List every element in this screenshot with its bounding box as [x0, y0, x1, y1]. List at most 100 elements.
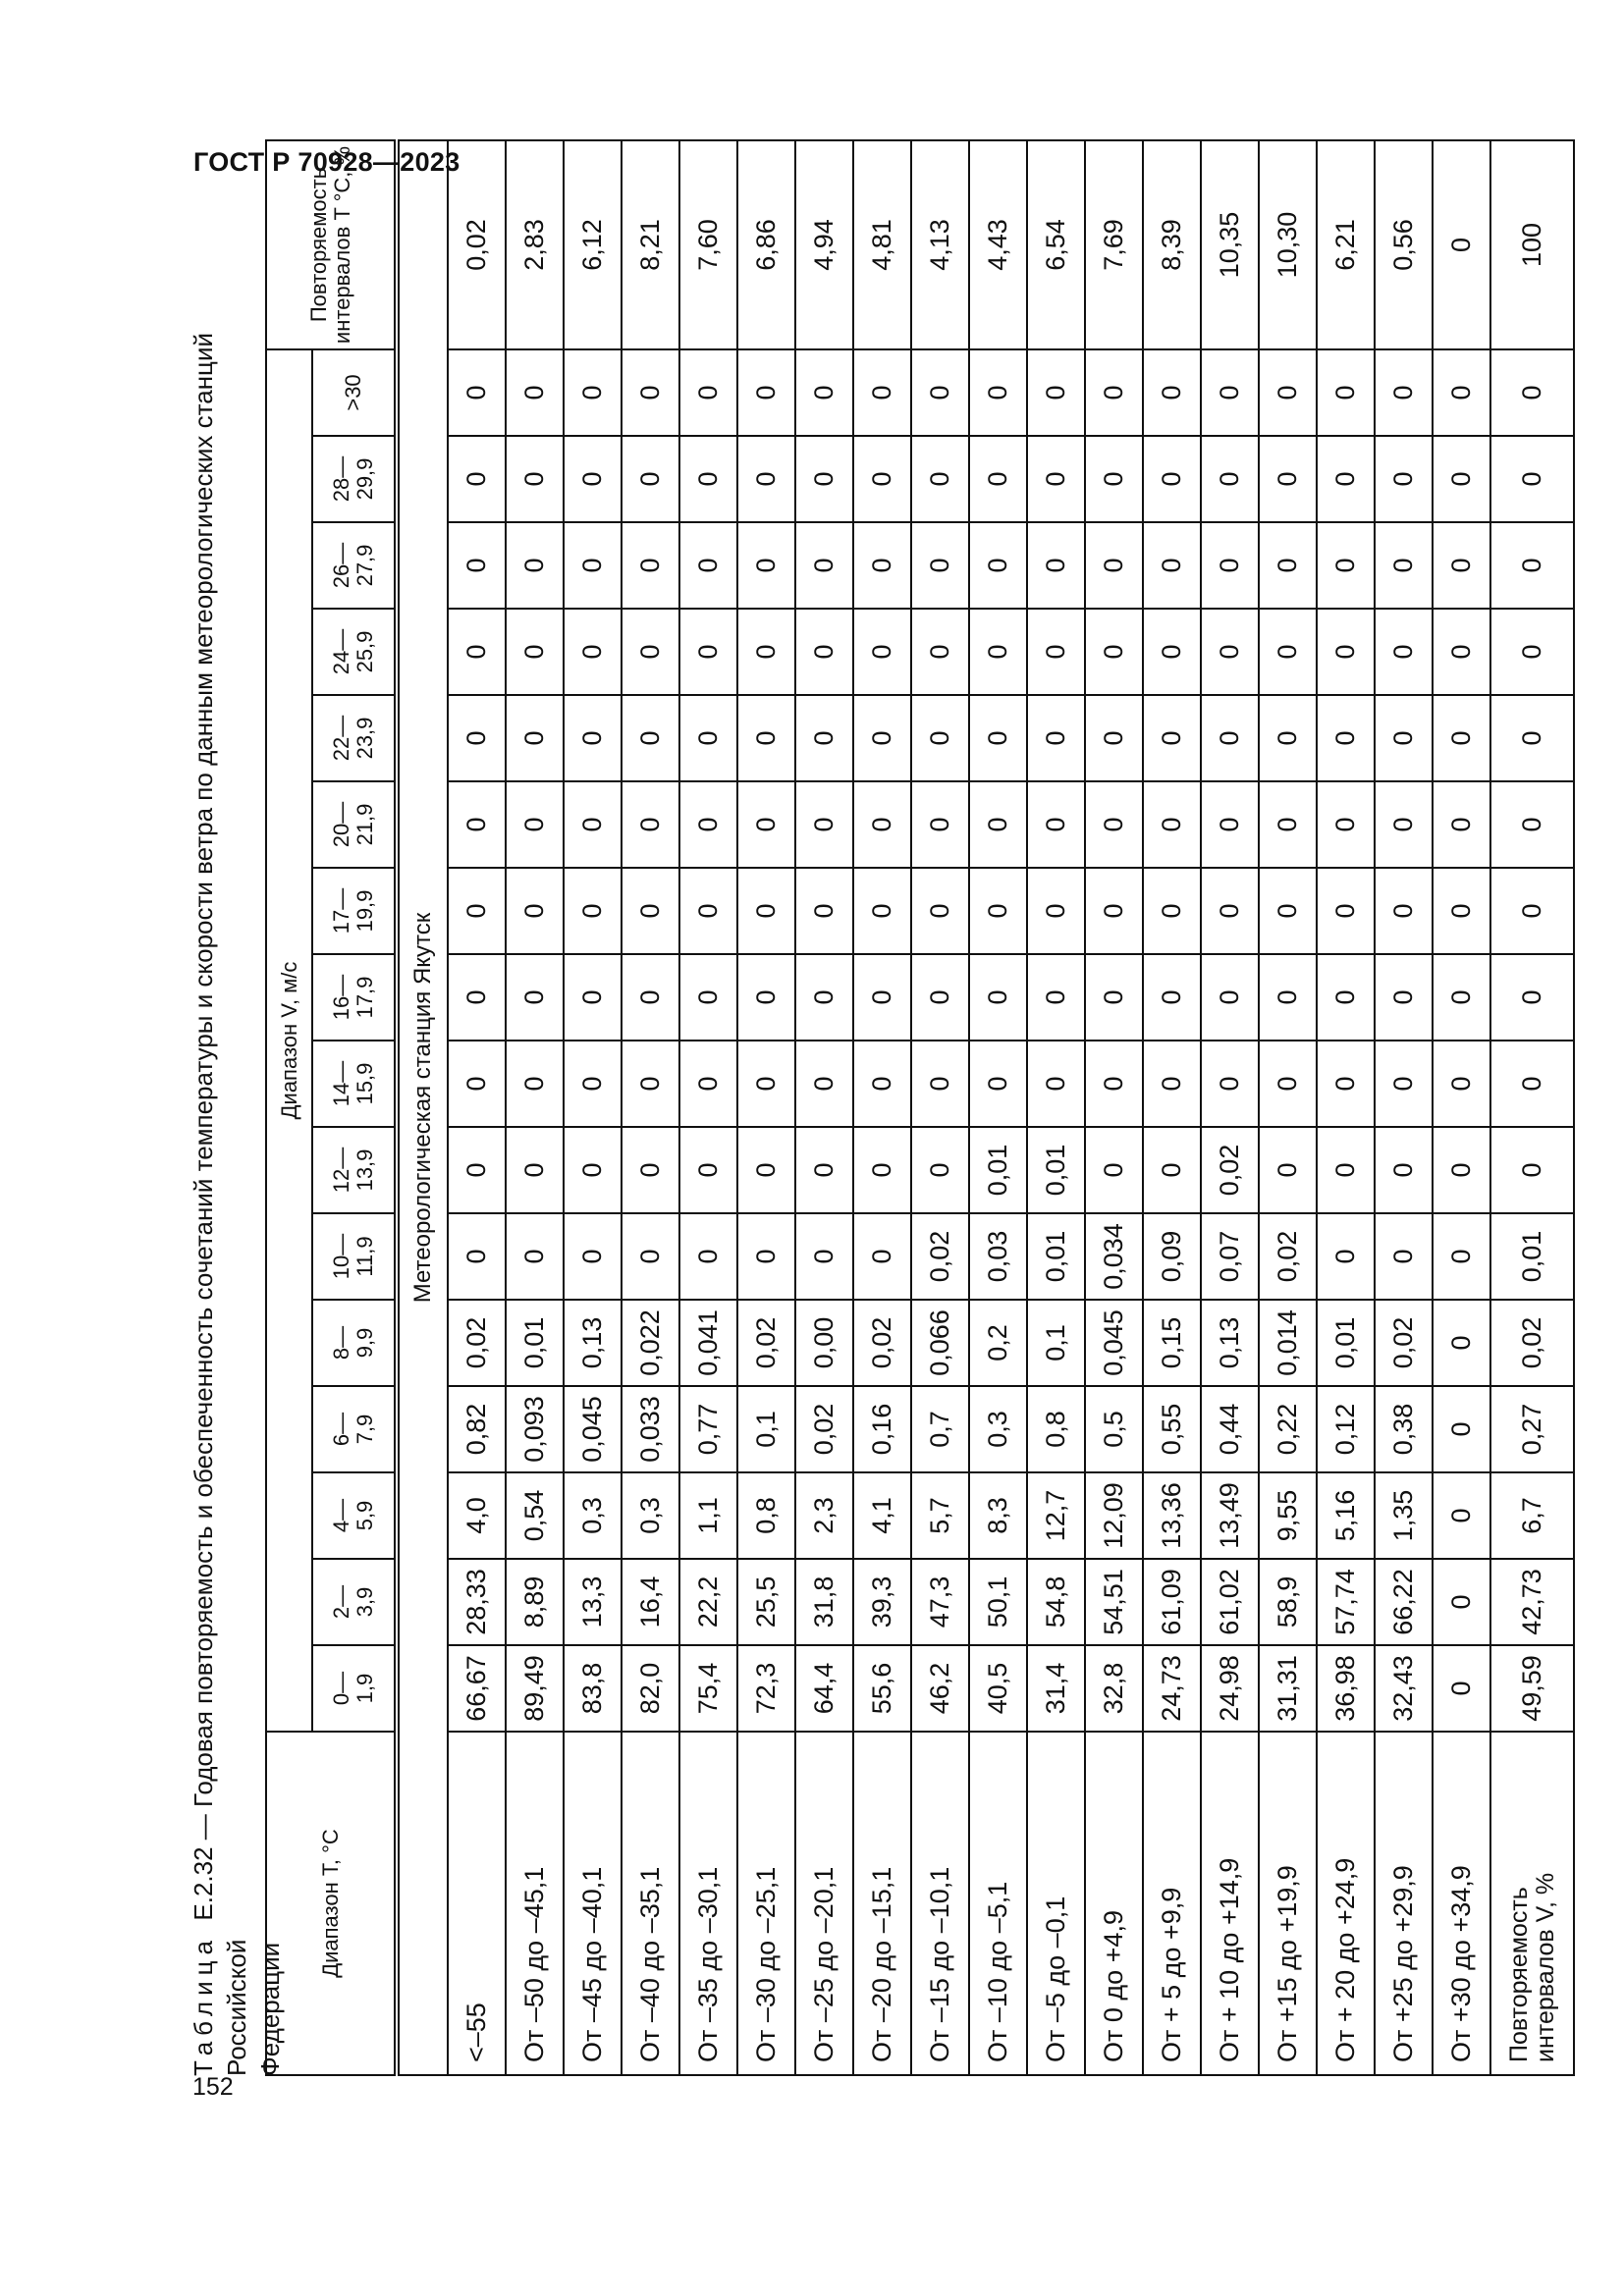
cell-value: 0: [448, 781, 506, 868]
cell-value: 0: [1317, 1041, 1375, 1127]
table-row: От +15 до +19,9 31,31 58,9 9,55 0,22 0,014 0,0…: [1259, 139, 1317, 2075]
cell-value: 0: [448, 609, 506, 695]
cell-value: 0,02: [448, 1300, 506, 1386]
cell-value: 0: [564, 781, 622, 868]
cell-value: 13,3: [564, 1559, 622, 1645]
cell-value: 0: [622, 1041, 679, 1127]
cell-value: 0,045: [1085, 1300, 1143, 1386]
cell-value: 0: [1201, 781, 1259, 868]
cell-value: 0: [448, 348, 506, 436]
cell-value: 0,02: [795, 1386, 853, 1472]
cell-value: 0: [1085, 522, 1143, 609]
table-row: От –25 до –20,1 64,4 31,8 2,3 0,02 0,00 0 0 0 0 0 0…: [795, 139, 853, 2075]
cell-value: 0,77: [679, 1386, 737, 1472]
cell-value: 0: [1433, 1472, 1490, 1559]
header-speed-range: 20— 21,9: [312, 781, 397, 868]
cell-value: 0: [1085, 348, 1143, 436]
cell-rep-t: 10,35: [1201, 139, 1259, 349]
cell-value: 25,5: [737, 1559, 795, 1645]
cell-value: 0: [506, 609, 564, 695]
cell-value: 8,89: [506, 1559, 564, 1645]
cell-value: 36,98: [1317, 1645, 1375, 1732]
cell-value: 0: [1490, 1127, 1574, 1213]
cell-value: 0: [737, 522, 795, 609]
cell-value: 0: [1375, 781, 1433, 868]
cell-value: 0,01: [1027, 1213, 1085, 1300]
table-row: <–55 66,67 28,33 4,0 0,82 0,02 0 0 0 0 0 0 0 0 0 0 0 0,02: [448, 139, 506, 2075]
cell-value: 0: [1143, 954, 1201, 1041]
cell-value: 0: [795, 522, 853, 609]
cell-rep-t: 6,12: [564, 139, 622, 349]
header-v-range: Диапазон V, м/с: [266, 348, 312, 1732]
cell-value: 5,7: [911, 1472, 969, 1559]
cell-value: 0: [1143, 609, 1201, 695]
cell-value: 61,09: [1143, 1559, 1201, 1645]
cell-value: 40,5: [969, 1645, 1027, 1732]
cell-value: 0: [564, 609, 622, 695]
cell-value: 0: [1259, 522, 1317, 609]
row-label: От + 5 до +9,9: [1143, 1732, 1201, 2075]
header-speed-range: 14— 15,9: [312, 1041, 397, 1127]
cell-value: 0: [1085, 954, 1143, 1041]
header-speed-range: 4— 5,9: [312, 1472, 397, 1559]
cell-value: 0: [1201, 609, 1259, 695]
station-name: Метеорологическая станция Якутск: [397, 139, 448, 2075]
row-label: От –10 до –5,1: [969, 1732, 1027, 2075]
cell-value: 0: [737, 1041, 795, 1127]
cell-value: 0: [1433, 954, 1490, 1041]
cell-value: 0: [564, 695, 622, 781]
cell-value: 0: [564, 348, 622, 436]
cell-value: 0: [448, 436, 506, 522]
cell-value: 0: [1201, 954, 1259, 1041]
cell-value: 0: [911, 609, 969, 695]
cell-value: 22,2: [679, 1559, 737, 1645]
cell-value: 0: [1143, 522, 1201, 609]
cell-rep-t: 0: [1433, 139, 1490, 349]
cell-value: 0: [506, 954, 564, 1041]
cell-value: 0: [969, 781, 1027, 868]
cell-rep-t: 4,94: [795, 139, 853, 349]
cell-value: 0: [1433, 1559, 1490, 1645]
cell-value: 0: [1085, 781, 1143, 868]
cell-value: 9,55: [1259, 1472, 1317, 1559]
cell-value: 0: [795, 348, 853, 436]
cell-value: 0: [1143, 348, 1201, 436]
cell-value: 0,01: [1317, 1300, 1375, 1386]
cell-value: 32,43: [1375, 1645, 1433, 1732]
cell-value: 0: [506, 1041, 564, 1127]
cell-value: 0: [1259, 868, 1317, 954]
cell-value: 0: [564, 1127, 622, 1213]
cell-value: 0: [911, 1041, 969, 1127]
cell-value: 50,1: [969, 1559, 1027, 1645]
cell-value: 0: [448, 1041, 506, 1127]
cell-value: 42,73: [1490, 1559, 1574, 1645]
cell-value: 1,35: [1375, 1472, 1433, 1559]
cell-value: 0: [1375, 522, 1433, 609]
cell-value: 0,014: [1259, 1300, 1317, 1386]
cell-value: 0: [853, 954, 911, 1041]
cell-value: 55,6: [853, 1645, 911, 1732]
cell-value: 0: [1259, 436, 1317, 522]
cell-value: 0: [679, 954, 737, 1041]
cell-value: 0: [1027, 695, 1085, 781]
cell-value: 24,73: [1143, 1645, 1201, 1732]
cell-value: 0: [1375, 1127, 1433, 1213]
cell-value: 0: [1027, 868, 1085, 954]
cell-value: 0: [1201, 695, 1259, 781]
cell-value: 0: [1027, 436, 1085, 522]
cell-value: 0,12: [1317, 1386, 1375, 1472]
cell-value: 89,49: [506, 1645, 564, 1732]
cell-value: 0: [1375, 1213, 1433, 1300]
cell-value: 39,3: [853, 1559, 911, 1645]
cell-value: 0: [737, 868, 795, 954]
cell-value: 66,67: [448, 1645, 506, 1732]
cell-value: 0: [737, 609, 795, 695]
row-label: От 0 до +4,9: [1085, 1732, 1143, 2075]
cell-value: 0,01: [1490, 1213, 1574, 1300]
cell-value: 31,4: [1027, 1645, 1085, 1732]
header-speed-range: 10— 11,9: [312, 1213, 397, 1300]
cell-rep-t: 100: [1490, 139, 1574, 349]
cell-value: 72,3: [737, 1645, 795, 1732]
cell-value: 0: [1433, 1386, 1490, 1472]
header-speed-range: 6— 7,9: [312, 1386, 397, 1472]
